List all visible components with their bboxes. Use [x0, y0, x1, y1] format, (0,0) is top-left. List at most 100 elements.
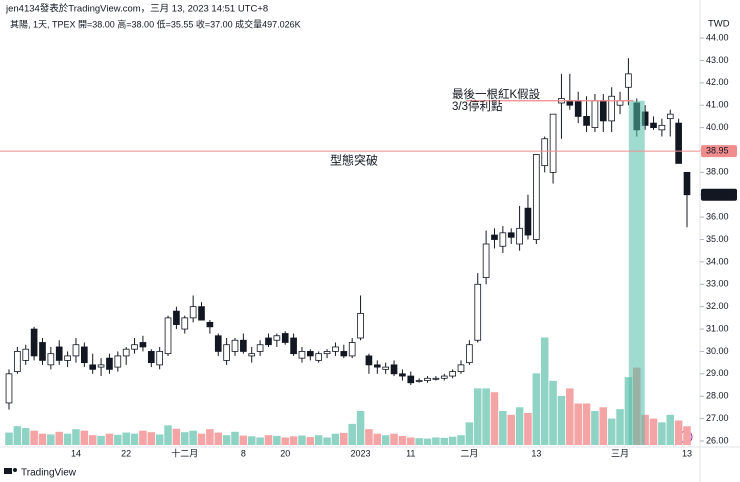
volume-bar	[289, 436, 298, 445]
x-tick-label: 三月	[611, 448, 629, 458]
volume-bar	[658, 422, 666, 445]
volume-bar	[490, 392, 499, 445]
volume-bar	[532, 373, 541, 445]
candle-body	[265, 337, 272, 346]
candle-body	[491, 234, 498, 240]
candle-body	[608, 95, 615, 122]
candle-body	[549, 113, 557, 173]
volume-bar	[273, 435, 281, 445]
y-tick-label: 41.00	[706, 100, 729, 110]
volume-bar	[607, 418, 616, 445]
candle-body	[30, 328, 38, 357]
volume-bar	[582, 403, 591, 445]
candle-body	[223, 344, 230, 361]
volume-bar	[390, 433, 398, 445]
y-tick-label: 44.00	[706, 32, 729, 42]
candle-body	[206, 321, 214, 328]
volume-bar	[105, 433, 114, 445]
candle-body	[231, 339, 239, 352]
volume-bar	[314, 435, 323, 445]
candle-body	[666, 113, 674, 120]
candle-body	[382, 366, 389, 370]
candle-body	[516, 227, 523, 245]
volume-bar	[415, 438, 423, 445]
candle-body	[248, 353, 256, 357]
candle-body	[658, 124, 666, 131]
candle-body	[524, 207, 532, 236]
volume-bar	[566, 388, 574, 445]
note-text: 最後一根紅K假設	[452, 87, 541, 101]
candle-body	[173, 310, 180, 325]
volume-bar	[114, 434, 122, 445]
candle-body	[599, 100, 607, 122]
volume-bar	[13, 426, 22, 445]
x-tick-label: 8	[241, 448, 246, 458]
volume-bar	[507, 414, 515, 445]
x-tick-label: 20	[280, 448, 290, 458]
candle-body	[240, 339, 247, 352]
y-tick-label: 26.00	[706, 435, 729, 445]
candle-body	[131, 344, 138, 350]
candle-body	[683, 171, 691, 196]
y-tick-label: 35.00	[706, 234, 729, 244]
candle-body	[625, 73, 632, 88]
candle-body	[373, 364, 381, 368]
volume-bar	[591, 411, 599, 445]
candle-body	[348, 342, 356, 357]
candle-body	[357, 312, 364, 339]
x-tick-label: 11	[406, 448, 415, 458]
volume-bar	[624, 377, 633, 445]
candle-body	[591, 100, 599, 128]
y-tick-label: 36.00	[706, 212, 729, 222]
candle-body	[198, 306, 205, 321]
candle-body	[106, 357, 113, 370]
y-tick-label: 34.00	[706, 256, 729, 266]
note-text: 3/3停利點	[452, 99, 503, 113]
volume-bar	[264, 435, 273, 445]
candle-body	[273, 335, 281, 341]
candle-body	[616, 100, 624, 106]
candle-body	[449, 371, 456, 377]
y-tick-label: 31.00	[706, 323, 729, 333]
volume-bar	[30, 430, 38, 445]
candle-body	[89, 364, 97, 370]
candle-body	[399, 373, 406, 377]
candle-body	[164, 317, 172, 355]
volume-bar	[423, 438, 432, 445]
volume-bar	[239, 435, 248, 445]
y-tick-label: 42.00	[706, 77, 729, 87]
volume-bar	[231, 431, 239, 445]
volume-bar	[256, 437, 264, 445]
volume-bar	[306, 437, 315, 445]
candle-body	[474, 283, 482, 341]
candle-body	[189, 306, 197, 319]
y-tick-label: 30.00	[706, 346, 729, 356]
volume-bar	[222, 435, 231, 445]
volume-bar	[524, 412, 532, 445]
volume-bar	[641, 414, 649, 445]
volume-bar	[164, 425, 172, 445]
candle-body	[440, 375, 448, 379]
candle-body	[14, 351, 21, 372]
volume-bar	[80, 430, 89, 445]
volume-bar	[72, 429, 80, 445]
volume-bar	[666, 414, 675, 445]
candle-body	[566, 100, 574, 106]
y-tick-label: 27.00	[706, 413, 729, 423]
plot	[5, 58, 691, 445]
candle-body	[139, 342, 147, 348]
last-price-tag	[701, 188, 737, 201]
x-tick-label: 十二月	[171, 447, 198, 458]
volume-bar	[457, 435, 465, 445]
candle-body	[97, 364, 105, 368]
volume-bar	[298, 435, 306, 445]
volume-bar	[574, 403, 582, 445]
candle-body	[281, 333, 289, 343]
last-price-label: 37.00	[706, 189, 729, 199]
volume-bar	[373, 433, 382, 445]
candle-body	[574, 100, 582, 117]
volume-bar	[214, 432, 223, 445]
y-tick-label: 29.00	[706, 368, 729, 378]
volume-bar	[281, 437, 289, 445]
